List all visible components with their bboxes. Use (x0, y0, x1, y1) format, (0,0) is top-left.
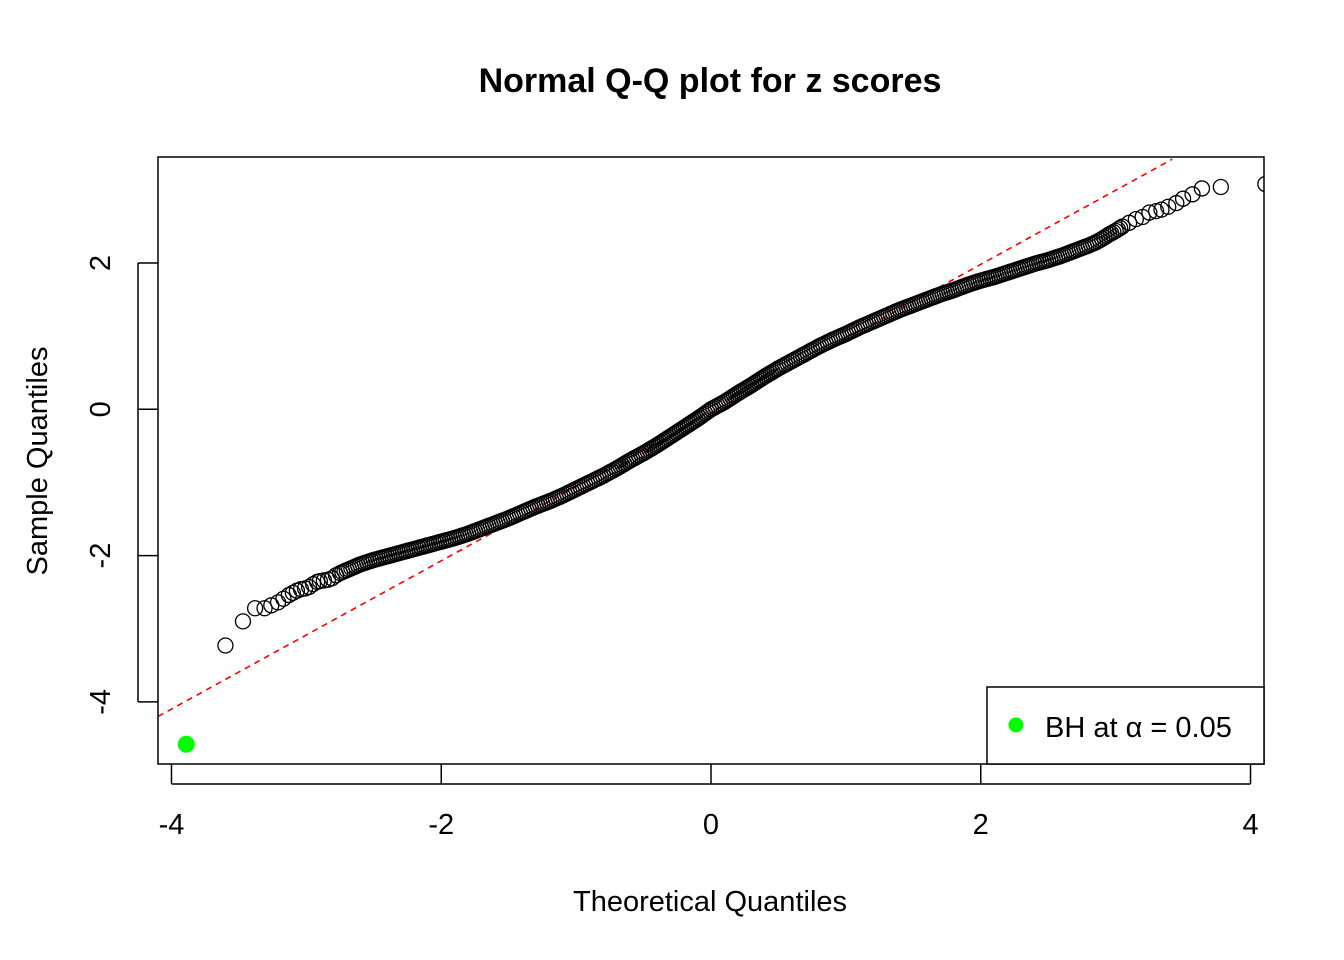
y-tick-label: -4 (85, 689, 117, 715)
data-point (323, 570, 341, 587)
legend-box (986, 686, 1265, 765)
data-point (1184, 186, 1201, 203)
bh-highlight-point (177, 735, 195, 753)
y-tick-label: 0 (85, 401, 117, 417)
data-point (1127, 211, 1145, 228)
data-point (234, 613, 252, 630)
x-axis-title: Theoretical Quantiles (573, 886, 847, 918)
y-axis: -4 -2 0 2 (85, 255, 158, 715)
chart-title: Normal Q-Q plot for z scores (479, 62, 942, 100)
data-point (1257, 176, 1264, 193)
y-tick-label: 2 (85, 255, 117, 271)
legend-label-bh: BH at α = 0.05 (1045, 712, 1232, 744)
x-tick-label: 2 (973, 809, 989, 841)
data-point (1212, 178, 1229, 196)
x-tick-label: 0 (703, 809, 719, 841)
data-point (300, 578, 318, 596)
data-point (1153, 201, 1170, 218)
x-tick-label: 4 (1242, 809, 1258, 841)
legend-marker-bh (1008, 717, 1024, 733)
data-point (1193, 180, 1211, 197)
data-point (284, 584, 302, 602)
x-tick-label: -4 (159, 809, 185, 841)
data-point (275, 590, 292, 607)
y-axis-title: Sample Quantiles (22, 347, 54, 576)
data-point (217, 637, 234, 654)
data-point (1111, 219, 1129, 237)
y-tick-label: -2 (85, 543, 117, 569)
data-point (1160, 198, 1177, 215)
x-tick-label: -2 (428, 809, 454, 841)
data-point (1141, 204, 1158, 221)
data-point (256, 600, 273, 617)
reference-line (158, 158, 1173, 718)
data-point (246, 600, 264, 617)
data-point (1174, 190, 1192, 207)
legend: BH at α = 0.05 (986, 686, 1265, 765)
x-axis: -4 -2 0 2 4 (159, 764, 1259, 841)
